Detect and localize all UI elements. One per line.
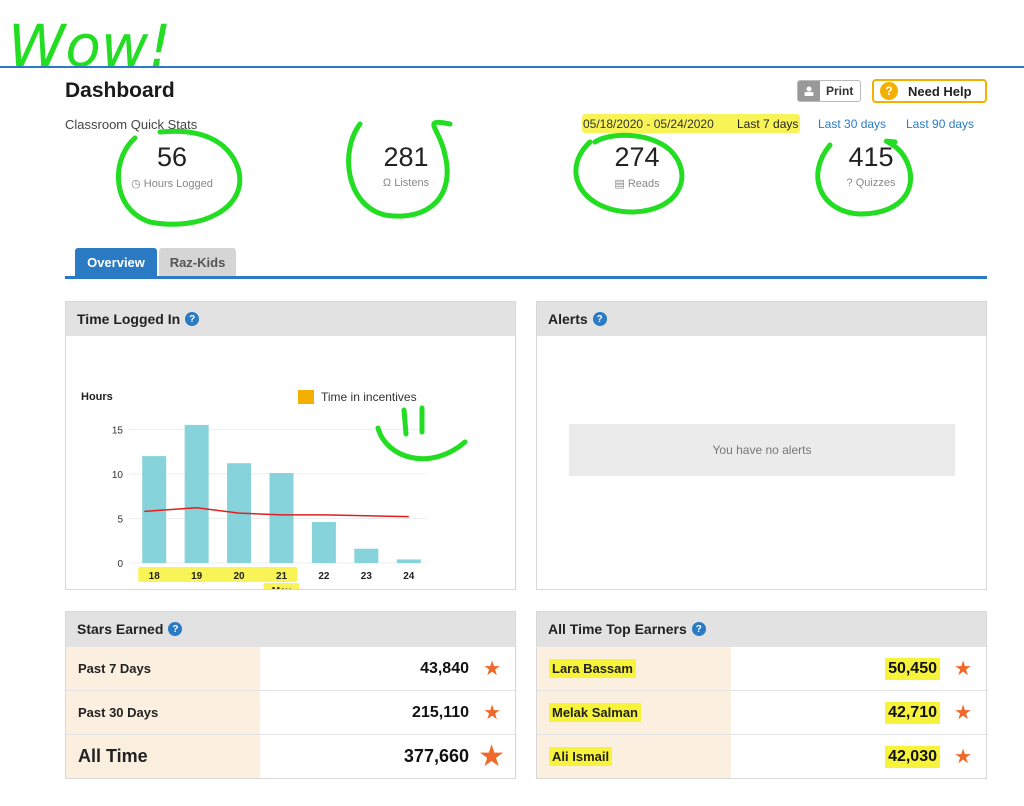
- tab-divider: [65, 276, 987, 279]
- x-tick-label: 20: [234, 571, 246, 582]
- panel-title: All Time Top Earners: [548, 621, 687, 637]
- panel-title: Time Logged In: [77, 311, 181, 327]
- page-title: Dashboard: [65, 79, 175, 102]
- row-label: Past 30 Days: [66, 691, 260, 734]
- headphones-icon: Ω: [382, 177, 392, 189]
- bar: [311, 522, 336, 563]
- stat-label: Listens: [394, 177, 430, 189]
- x-tick-label: 21: [276, 571, 288, 582]
- incentive-line: [144, 507, 409, 518]
- stat-quizzes: 415 ? Quizzes: [801, 142, 941, 189]
- stat-value: 56: [156, 142, 188, 172]
- handwritten-wow: Wow!: [8, 12, 172, 80]
- x-tick-label: 22: [318, 571, 330, 582]
- star-icon: ★: [483, 701, 501, 724]
- stat-label: Quizzes: [855, 177, 896, 189]
- stat-hours-logged: 56 ◷ Hours Logged: [102, 142, 242, 190]
- panel-title: Stars Earned: [77, 621, 164, 637]
- question-icon: ?: [846, 177, 853, 189]
- earner-row: Ali Ismail 42,030 ★: [537, 734, 988, 778]
- header-divider: [0, 66, 1024, 68]
- star-icon: ★: [954, 701, 972, 724]
- earner-stars: 42,710: [885, 701, 940, 724]
- range-last-7-days[interactable]: Last 7 days: [737, 117, 799, 131]
- legend-swatch: [298, 390, 314, 404]
- printer-icon: [798, 81, 820, 101]
- star-icon: ★: [954, 745, 972, 768]
- stars-row-30-days: Past 30 Days 215,110 ★: [66, 690, 517, 734]
- panel-title: Alerts: [548, 311, 588, 327]
- top-earners-panel: All Time Top Earners? Lara Bassam 50,450…: [536, 611, 988, 779]
- stat-value: 415: [848, 142, 894, 172]
- stars-row-7-days: Past 7 Days 43,840 ★: [66, 646, 517, 690]
- x-tick-label: 19: [191, 571, 203, 582]
- tab-overview[interactable]: Overview: [75, 248, 157, 276]
- x-month-label: May: [272, 586, 292, 589]
- earner-name: Lara Bassam: [549, 659, 636, 678]
- stars-earned-panel: Stars Earned? Past 7 Days 43,840 ★ Past …: [65, 611, 517, 779]
- legend-label: Time in incentives: [321, 390, 417, 404]
- help-circle-icon[interactable]: ?: [185, 312, 200, 326]
- x-tick-label: 24: [403, 571, 415, 582]
- earner-name: Ali Ismail: [549, 747, 613, 766]
- range-last-90-days[interactable]: Last 90 days: [906, 117, 975, 131]
- stat-value: 281: [383, 142, 429, 172]
- star-icon: ★: [954, 657, 972, 680]
- earner-stars: 42,030: [885, 745, 940, 768]
- alerts-panel: Alerts? You have no alerts: [536, 301, 987, 590]
- bar: [396, 559, 421, 563]
- help-circle-icon[interactable]: ?: [592, 312, 607, 326]
- y-tick-label: 10: [112, 470, 124, 481]
- print-button[interactable]: Print: [797, 80, 861, 102]
- y-tick-label: 15: [112, 425, 124, 436]
- quick-stats-label: Classroom Quick Stats: [65, 117, 198, 132]
- stat-label: Hours Logged: [143, 178, 213, 190]
- date-range: 05/18/2020 - 05/24/2020: [583, 117, 714, 131]
- row-label: All Time: [66, 735, 260, 778]
- help-circle-icon[interactable]: ?: [168, 622, 183, 636]
- earner-row: Lara Bassam 50,450 ★: [537, 646, 988, 690]
- bar: [269, 473, 294, 563]
- bar: [184, 424, 209, 563]
- help-circle-icon[interactable]: ?: [691, 622, 706, 636]
- print-label: Print: [826, 84, 854, 98]
- clock-icon: ◷: [131, 178, 141, 190]
- y-tick-label: 0: [117, 559, 123, 570]
- time-logged-in-panel: Time Logged In? Hours 0 5 10 15 18 19 20 21 22 23 2…: [65, 301, 516, 590]
- svg-text:Wow!: Wow!: [8, 12, 172, 80]
- star-icon: ★: [478, 739, 505, 773]
- stat-reads: 274 ▤ Reads: [567, 142, 707, 190]
- label-highlight: [138, 567, 298, 582]
- tab-raz-kids[interactable]: Raz-Kids: [159, 248, 236, 276]
- stars-row-all-time: All Time 377,660 ★: [66, 734, 517, 778]
- row-value: 215,110: [412, 703, 469, 721]
- x-tick-label: 23: [361, 571, 373, 582]
- stat-label: Reads: [627, 178, 660, 190]
- book-icon: ▤: [614, 178, 625, 190]
- need-help-button[interactable]: ? Need Help: [872, 79, 987, 103]
- range-last-30-days[interactable]: Last 30 days: [818, 117, 887, 131]
- help-icon: ?: [880, 82, 898, 100]
- time-logged-chart: Hours 0 5 10 15 18 19 20 21 22 23 24 May Time in ince…: [81, 390, 426, 589]
- bar: [354, 548, 379, 563]
- row-value: 43,840: [420, 659, 469, 677]
- y-axis-label: Hours: [81, 391, 113, 403]
- stat-value: 274: [614, 142, 660, 172]
- earner-row: Melak Salman 42,710 ★: [537, 690, 988, 734]
- row-label: Past 7 Days: [66, 647, 260, 690]
- earner-name: Melak Salman: [549, 703, 641, 722]
- label-highlight: [263, 583, 300, 589]
- x-tick-label: 18: [149, 571, 161, 582]
- no-alerts-message: You have no alerts: [569, 424, 955, 476]
- y-tick-label: 5: [117, 514, 123, 525]
- star-icon: ★: [483, 657, 501, 680]
- stat-listens: 281 Ω Listens: [336, 142, 476, 189]
- row-value: 377,660: [403, 746, 469, 766]
- need-help-label: Need Help: [908, 83, 972, 99]
- earner-stars: 50,450: [885, 657, 940, 680]
